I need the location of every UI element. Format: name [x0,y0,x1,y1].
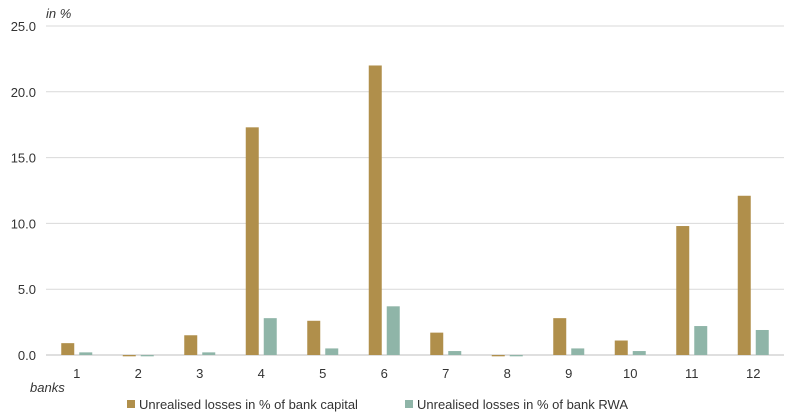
bar-rwa [202,352,216,355]
bar-rwa [755,329,769,355]
legend-swatch-rwa [405,400,413,408]
bar-capital [245,127,259,355]
x-tick-label: 2 [135,366,142,381]
x-tick-label: 8 [504,366,511,381]
bar-capital [368,65,382,355]
y-tick-label: 10.0 [11,216,36,231]
x-tick-label: 10 [623,366,637,381]
x-tick-label: 6 [381,366,388,381]
bar-rwa [448,351,462,355]
y-axis-ticks: 0.0 5.0 10.0 15.0 20.0 25.0 [11,19,36,363]
x-tick-label: 1 [73,366,80,381]
bar-capital [307,320,321,355]
y-tick-label: 25.0 [11,19,36,34]
y-tick-label: 0.0 [18,348,36,363]
x-tick-label: 4 [258,366,265,381]
bar-capital [737,195,751,355]
bar-capital [61,343,75,355]
x-tick-label: 3 [196,366,203,381]
legend: Unrealised losses in % of bank capital U… [127,397,628,412]
bar-capital [184,335,198,355]
bar-rwa [386,306,400,355]
legend-label-rwa: Unrealised losses in % of bank RWA [417,397,628,412]
y-tick-label: 5.0 [18,282,36,297]
bar-capital [676,226,690,355]
bars [61,65,769,357]
bar-rwa [325,348,339,355]
y-tick-label: 15.0 [11,151,36,166]
bar-capital [430,332,444,355]
x-axis-ticks: 1 2 3 4 5 6 7 8 9 10 11 12 [73,366,760,381]
bar-capital [491,355,505,357]
legend-label-capital: Unrealised losses in % of bank capital [139,397,358,412]
bar-capital [614,340,628,355]
bar-rwa [140,355,154,357]
bar-capital [553,318,567,355]
x-axis-title: banks [30,380,65,395]
legend-swatch-capital [127,400,135,408]
x-tick-label: 7 [442,366,449,381]
x-tick-label: 11 [685,366,699,381]
gridlines [46,25,784,356]
bar-rwa [79,352,93,355]
y-tick-label: 20.0 [11,85,36,100]
bar-rwa [571,348,585,355]
bar-rwa [263,318,277,355]
y-axis-title: in % [46,6,71,21]
bar-capital [122,355,136,357]
bar-rwa [694,326,708,355]
bar-rwa [632,351,646,355]
x-tick-label: 9 [565,366,572,381]
bar-rwa [509,355,523,357]
x-tick-label: 5 [319,366,326,381]
x-tick-label: 12 [746,366,760,381]
